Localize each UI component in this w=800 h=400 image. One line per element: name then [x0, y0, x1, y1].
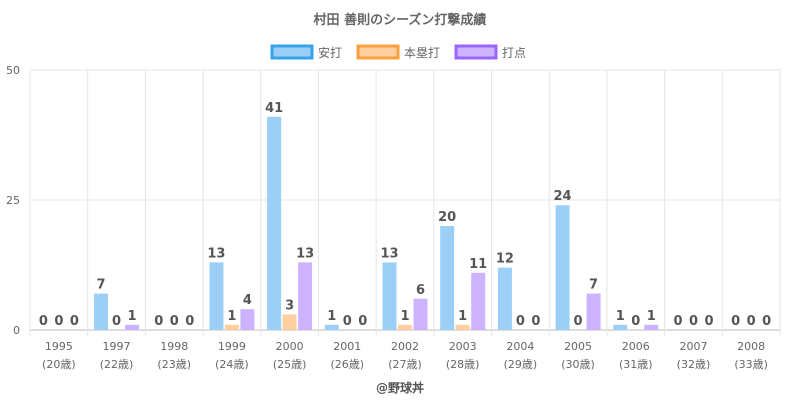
data-label: 0	[112, 314, 121, 329]
data-label: 24	[554, 189, 572, 204]
y-tick-label: 50	[6, 64, 20, 77]
x-tick-sublabel: (32歳)	[677, 358, 711, 371]
data-label: 0	[358, 314, 367, 329]
data-label: 0	[343, 314, 352, 329]
y-tick-label: 0	[13, 324, 20, 337]
data-label: 13	[380, 246, 398, 261]
x-tick-label: 2003	[449, 340, 477, 353]
data-label: 0	[70, 314, 79, 329]
x-tick-label: 1997	[103, 340, 131, 353]
x-tick-label: 2001	[333, 340, 361, 353]
data-label: 0	[673, 314, 682, 329]
data-label: 1	[227, 309, 236, 324]
data-label: 1	[327, 309, 336, 324]
data-label: 1	[458, 309, 467, 324]
x-tick-label: 1998	[160, 340, 188, 353]
x-tick-sublabel: (28歳)	[446, 358, 480, 371]
data-label: 20	[438, 210, 456, 225]
x-tick-label: 2000	[276, 340, 304, 353]
data-label: 4	[243, 293, 252, 308]
data-label: 0	[170, 314, 179, 329]
data-label: 13	[296, 246, 314, 261]
legend-swatch-2[interactable]	[454, 44, 498, 60]
x-tick-label: 2004	[506, 340, 534, 353]
data-label: 1	[400, 309, 409, 324]
data-label: 0	[39, 314, 48, 329]
x-tick-label: 2005	[564, 340, 592, 353]
bar-1	[282, 314, 297, 330]
bar-0	[209, 262, 224, 330]
bar-2	[413, 298, 428, 330]
legend-label-0[interactable]: 安打	[318, 45, 342, 60]
bar-0	[324, 324, 339, 330]
bar-1	[455, 324, 470, 330]
legend-label-1[interactable]: 本塁打	[404, 46, 440, 60]
x-tick-sublabel: (24歳)	[215, 358, 249, 371]
bar-2	[125, 324, 140, 330]
data-label: 0	[185, 314, 194, 329]
x-tick-sublabel: (29歳)	[504, 358, 538, 371]
data-label: 0	[531, 314, 540, 329]
bar-2	[240, 309, 255, 330]
x-tick-sublabel: (33歳)	[734, 358, 768, 371]
data-label: 0	[747, 314, 756, 329]
legend-label-2[interactable]: 打点	[502, 46, 526, 60]
x-tick-label: 2008	[737, 340, 765, 353]
data-label: 0	[689, 314, 698, 329]
x-tick-sublabel: (23歳)	[157, 358, 191, 371]
x-tick-label: 2007	[679, 340, 707, 353]
x-tick-sublabel: (27歳)	[388, 358, 422, 371]
bar-2	[586, 293, 601, 330]
data-label: 1	[647, 309, 656, 324]
data-label: 11	[469, 257, 487, 272]
x-tick-sublabel: (26歳)	[331, 358, 365, 371]
x-tick-sublabel: (20歳)	[42, 358, 76, 371]
data-label: 0	[574, 314, 583, 329]
data-label: 7	[589, 278, 598, 293]
data-label: 0	[516, 314, 525, 329]
data-label: 0	[731, 314, 740, 329]
x-tick-sublabel: (22歳)	[100, 358, 134, 371]
bar-0	[613, 324, 628, 330]
data-label: 6	[416, 283, 425, 298]
bar-1	[224, 324, 239, 330]
bar-0	[382, 262, 397, 330]
bar-2	[471, 272, 486, 330]
bar-0	[497, 267, 512, 330]
data-label: 0	[704, 314, 713, 329]
legend-swatch-1[interactable]	[356, 44, 400, 60]
x-tick-sublabel: (25歳)	[273, 358, 307, 371]
legend-swatch-0[interactable]	[270, 44, 314, 60]
data-label: 0	[631, 314, 640, 329]
data-label: 1	[616, 309, 625, 324]
data-label: 0	[762, 314, 771, 329]
bar-0	[555, 205, 570, 330]
x-tick-label: 1995	[45, 340, 73, 353]
data-label: 0	[154, 314, 163, 329]
data-label: 1	[128, 309, 137, 324]
footer-credit: @野球丼	[376, 380, 424, 395]
y-tick-label: 25	[6, 194, 20, 207]
data-label: 3	[285, 298, 294, 313]
data-label: 41	[265, 101, 283, 116]
x-tick-sublabel: (30歳)	[561, 358, 595, 371]
bar-2	[644, 324, 659, 330]
chart-title: 村田 善則のシーズン打撃成績	[314, 12, 487, 28]
data-label: 12	[496, 252, 514, 267]
x-tick-sublabel: (31歳)	[619, 358, 653, 371]
x-tick-label: 2002	[391, 340, 419, 353]
data-label: 13	[207, 246, 225, 261]
x-tick-label: 2006	[622, 340, 650, 353]
data-label: 0	[54, 314, 63, 329]
data-label: 7	[97, 278, 106, 293]
bar-1	[398, 324, 412, 330]
x-tick-label: 1999	[218, 340, 246, 353]
bar-0	[267, 116, 282, 330]
bar-2	[298, 262, 313, 330]
bar-0	[440, 226, 455, 330]
bar-0	[94, 293, 109, 330]
